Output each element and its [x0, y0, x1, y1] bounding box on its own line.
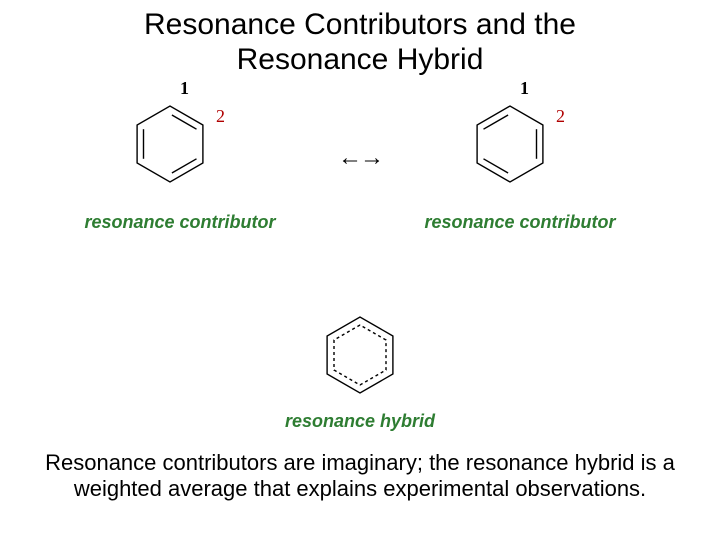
slide: Resonance Contributors and the Resonance… — [0, 0, 720, 540]
benzene-right-svg — [450, 84, 590, 204]
left-label-2: 2 — [216, 106, 225, 127]
title-line-1: Resonance Contributors and the — [144, 8, 576, 41]
hybrid-figure: resonance hybrid — [0, 305, 720, 432]
left-contributor: 1 2 resonance contributor — [110, 84, 250, 209]
left-label-1: 1 — [180, 78, 189, 99]
resonance-arrow: ←→ — [300, 144, 420, 172]
double-arrow-icon: ←→ — [338, 144, 382, 171]
top-figure: 1 2 resonance contributor ←→ 1 2 resonan… — [0, 84, 720, 284]
left-caption: resonance contributor — [65, 212, 295, 233]
body-text: Resonance contributors are imaginary; th… — [40, 450, 680, 503]
right-label-2: 2 — [556, 106, 565, 127]
right-caption: resonance contributor — [405, 212, 635, 233]
right-label-1: 1 — [520, 78, 529, 99]
right-contributor: 1 2 resonance contributor — [450, 84, 590, 209]
slide-title: Resonance Contributors and the Resonance… — [0, 8, 720, 77]
title-line-2: Resonance Hybrid — [237, 43, 484, 76]
benzene-hybrid-svg — [300, 305, 420, 405]
hybrid-caption: resonance hybrid — [0, 411, 720, 432]
benzene-left-svg — [110, 84, 250, 204]
